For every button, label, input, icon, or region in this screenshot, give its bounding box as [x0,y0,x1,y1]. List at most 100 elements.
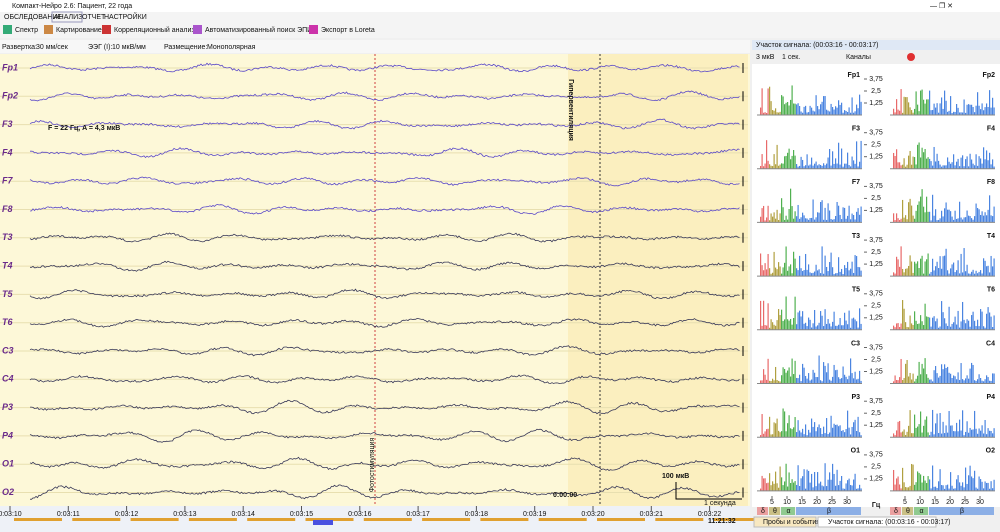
channel-label[interactable]: T5 [2,289,13,299]
menu-tab[interactable]: АНАЛИЗ [54,14,82,21]
spectrum-bar [823,326,825,330]
toolbar-icon[interactable] [44,25,53,34]
window-controls[interactable]: — ❐ ✕ [930,2,953,10]
clear-button[interactable] [907,53,915,61]
spectrum-bar [785,215,787,223]
tab-label[interactable]: Участок сигнала: (00:03:16 - 00:03:17) [828,519,950,526]
channel-label[interactable]: F4 [2,147,13,157]
spectrum-bar [951,162,953,169]
spectrum-bar [978,105,980,115]
dropdown[interactable]: 3 мкВ [756,54,775,61]
timeline-segment [72,518,121,521]
spectrum-bar [990,380,992,384]
spectrum-bar [908,327,910,330]
toolbar-button[interactable]: Спектр [15,27,38,34]
spectrum-bar [900,246,902,277]
spectrum-bar [833,311,835,330]
channel-label[interactable]: Fp1 [2,62,18,72]
spectrum-bar [977,488,979,491]
channel-label[interactable]: P3 [2,402,13,412]
channel-label[interactable]: F8 [2,204,13,214]
spectrum-bar [815,326,817,330]
photostim-label: Фотостимуляция [369,438,376,493]
spectrum-bar [912,433,914,438]
spectrum-bar [978,374,980,384]
spectrum-channel: O2 [986,448,995,455]
toolbar-button[interactable]: Картирование [56,27,102,34]
timeline-position[interactable] [313,520,333,525]
dropdown[interactable]: Монополярная [207,44,256,51]
spectrum-bar [962,112,964,115]
spectrum-bar [824,96,826,115]
dropdown[interactable]: 10 мкВ/мм [112,44,146,51]
spectrum-bar [770,165,772,169]
timeline-segment [14,518,62,521]
channel-label[interactable]: T3 [2,232,13,242]
y-tick-label: 3,75 [869,291,883,298]
spectrum-bar [929,211,931,223]
spectrum-bar [938,160,940,169]
tab[interactable] [817,516,937,528]
channel-label[interactable]: T6 [2,317,13,327]
spectrum-bar [962,272,964,277]
spectrum-bar [957,260,959,277]
channel-label[interactable]: C4 [2,374,14,384]
spectrum-bar [806,154,808,169]
spectrum-bar [857,327,859,330]
channel-label[interactable]: O2 [2,487,14,497]
toolbar-icon[interactable] [193,25,202,34]
menu-tab[interactable]: НАСТРОЙКИ [104,12,147,21]
spectrum-bar [923,273,925,277]
channel-label[interactable]: C3 [2,345,14,355]
toolbar-icon[interactable] [3,25,12,34]
channel-label[interactable]: P4 [2,430,13,440]
dropdown[interactable]: 1 сек. [782,54,800,61]
spectrum-channel: F4 [987,126,995,133]
spectrum-bar [811,379,813,384]
spectrum-bar [797,166,799,169]
spectrum-bar [821,101,823,115]
spectrum-bar [989,312,991,330]
spectrum-bar [766,112,768,115]
channels-button[interactable]: Каналы [846,54,871,61]
spectrum-bar [784,368,786,384]
toolbar-icon[interactable] [309,25,318,34]
spectrum-bar [942,312,944,330]
toolbar-button[interactable]: Автоматизированный поиск ЭПИ [205,26,312,34]
spectrum-bar [951,378,953,384]
toolbar-icon[interactable] [102,25,111,34]
spectrum-bar [899,484,901,491]
spectrum-bar [796,268,798,277]
channel-label[interactable]: Fp2 [2,91,18,101]
spectrum-bar [980,109,982,115]
channel-label[interactable]: T4 [2,260,13,270]
spectrum-bar [809,380,811,384]
tab[interactable] [753,516,817,528]
channel-label[interactable]: O1 [2,459,14,469]
spectrum-bar [824,309,826,330]
spectrum-bar [947,270,949,277]
spectrum-bar [981,481,983,491]
eeg-trace [29,374,740,385]
spectrum-bar [796,377,798,384]
spectrum-bar [920,90,922,115]
spectrum-bar [971,271,973,277]
spectrum-bar [972,219,974,223]
spectrum-bar [781,95,783,115]
spectrum-bar [847,410,849,438]
spectrum-bar [857,488,859,491]
spectrum-bar [927,377,929,384]
toolbar-button[interactable]: Корреляционный анализ [114,26,195,34]
menu-tab[interactable]: ОТЧЕТ [82,14,106,21]
channel-label[interactable]: F7 [2,176,13,186]
spectrum-bar [921,255,923,277]
spectrum-channel: T4 [987,233,995,240]
spectrum-bar [894,435,896,438]
toolbar-button[interactable]: Экспорт в Loreta [321,27,375,34]
channel-label[interactable]: F3 [2,119,13,129]
spectrum-bar [850,219,852,223]
tab-label[interactable]: Пробы и события [763,518,820,526]
dropdown[interactable]: 30 мм/сек [36,44,69,51]
menu-tab[interactable]: ОБСЛЕДОВАНИЕ [4,14,62,21]
